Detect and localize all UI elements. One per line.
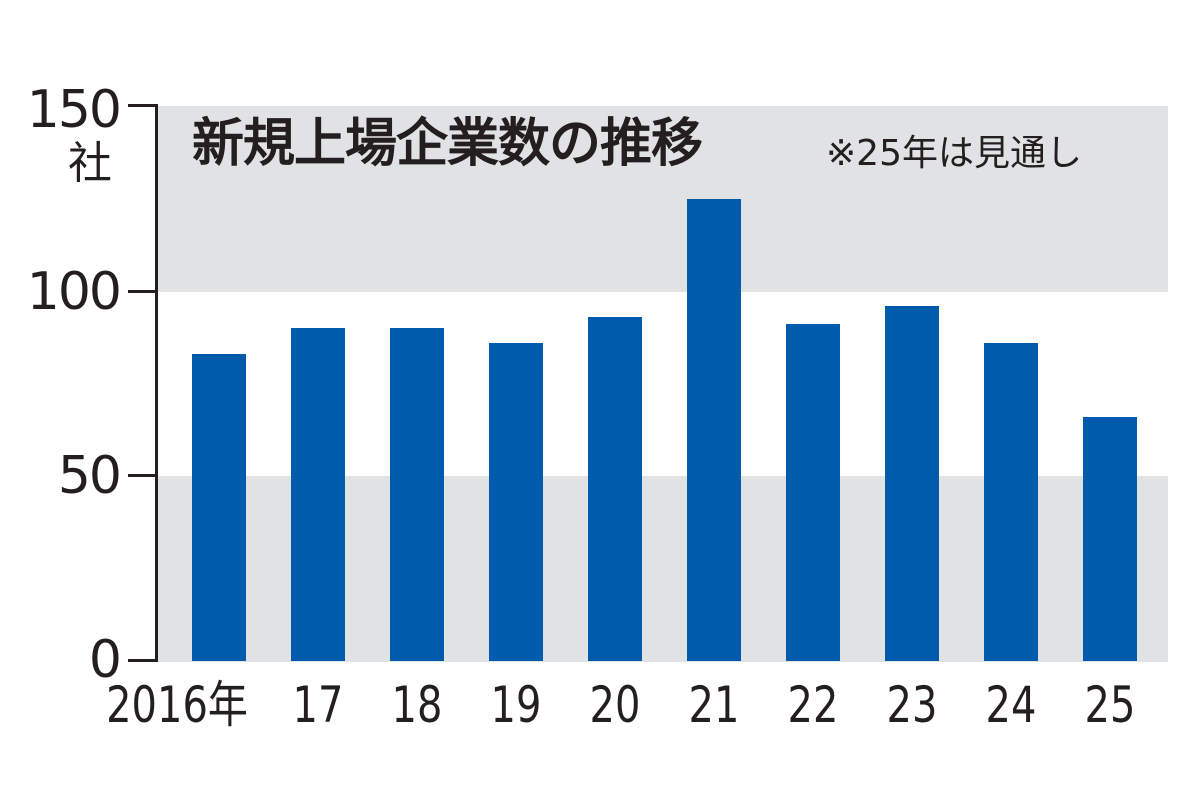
y-tick-0 xyxy=(128,659,158,662)
y-label-150: 150 xyxy=(26,80,122,140)
y-tick-100 xyxy=(128,290,158,293)
chart-note: ※25年は見通し xyxy=(826,133,1082,174)
y-unit-label: 社 xyxy=(68,138,112,189)
x-label: 20 xyxy=(589,676,641,734)
bar xyxy=(291,328,345,661)
bar xyxy=(192,353,246,661)
x-label: 22 xyxy=(787,676,839,734)
x-label: 24 xyxy=(985,676,1037,734)
x-label: 21 xyxy=(688,676,740,734)
x-label: 23 xyxy=(886,676,938,734)
band-100-150 xyxy=(158,106,1168,292)
y-tick-150 xyxy=(128,104,158,107)
x-label: 18 xyxy=(391,676,443,734)
bar xyxy=(390,328,444,661)
bar xyxy=(1083,416,1137,661)
y-label-50: 50 xyxy=(57,446,122,506)
x-label: 25 xyxy=(1084,676,1136,734)
y-label-100: 100 xyxy=(26,262,122,322)
bar xyxy=(489,342,543,661)
bar xyxy=(687,198,741,661)
y-axis-line xyxy=(155,106,158,662)
bar xyxy=(588,316,642,661)
x-label: 19 xyxy=(490,676,542,734)
y-tick-50 xyxy=(128,474,158,477)
x-label: 2016年 xyxy=(106,676,248,734)
bar xyxy=(786,324,840,661)
x-label: 17 xyxy=(292,676,344,734)
chart-title: 新規上場企業数の推移 xyxy=(192,114,703,174)
bar xyxy=(984,342,1038,661)
bar xyxy=(885,305,939,661)
y-label-0: 0 xyxy=(88,630,122,690)
